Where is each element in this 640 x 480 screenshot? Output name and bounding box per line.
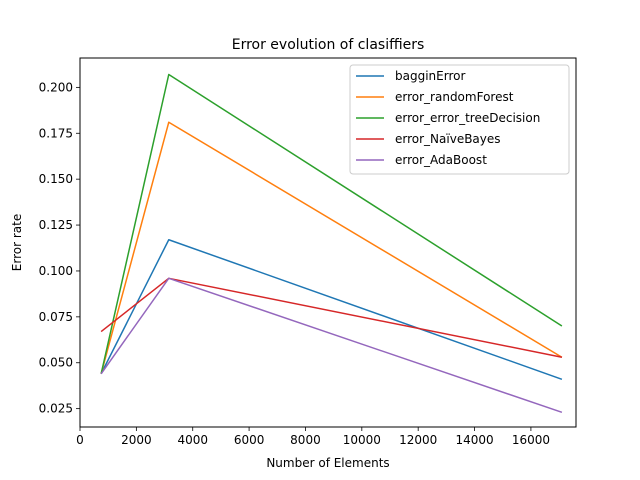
series-line-5: [100, 277, 563, 414]
legend: bagginError error_randomForest error_error…: [349, 64, 570, 175]
series-layer: [100, 73, 563, 414]
x-axis: 0 2000 4000 6000 8000 10000 12000 14000 16000: [76, 427, 550, 447]
x-tick-label: 12000: [399, 433, 437, 447]
y-tick-label: 0.150: [39, 172, 73, 186]
series-line-4: [100, 277, 563, 358]
plot-frame: [79, 57, 577, 428]
series-line-3: [100, 73, 563, 374]
x-tick-label: 6000: [234, 433, 265, 447]
y-tick-label: 0.075: [39, 310, 73, 324]
y-axis-label: Error rate: [10, 214, 24, 271]
legend-entry: error_NaïveBayes: [395, 132, 501, 146]
y-tick-label: 0.125: [39, 218, 73, 232]
y-tick-label: 0.025: [39, 402, 73, 416]
x-axis-label: Number of Elements: [266, 456, 389, 470]
x-tick-label: 2000: [121, 433, 152, 447]
x-tick-label: 8000: [290, 433, 321, 447]
series-line-1: [100, 239, 563, 380]
y-tick-label: 0.050: [39, 356, 73, 370]
legend-entry: error_randomForest: [395, 90, 514, 104]
y-tick-label: 0.175: [39, 126, 73, 140]
x-tick-label: 16000: [512, 433, 550, 447]
y-axis: 0.025 0.050 0.075 0.100 0.125 0.150 0.175 0.200: [39, 80, 80, 416]
chart-title: Error evolution of clasiffiers: [232, 37, 425, 53]
legend-entry: bagginError: [395, 69, 465, 83]
x-tick-label: 0: [76, 433, 84, 447]
y-tick-label: 0.200: [39, 80, 73, 94]
y-tick-label: 0.100: [39, 264, 73, 278]
series-line-2: [100, 121, 563, 374]
legend-entry: error_error_treeDecision: [395, 111, 540, 125]
legend-box: [349, 64, 570, 175]
x-tick-label: 10000: [343, 433, 381, 447]
x-tick-label: 4000: [177, 433, 208, 447]
x-tick-label: 14000: [455, 433, 493, 447]
legend-entry: error_AdaBoost: [395, 153, 487, 167]
